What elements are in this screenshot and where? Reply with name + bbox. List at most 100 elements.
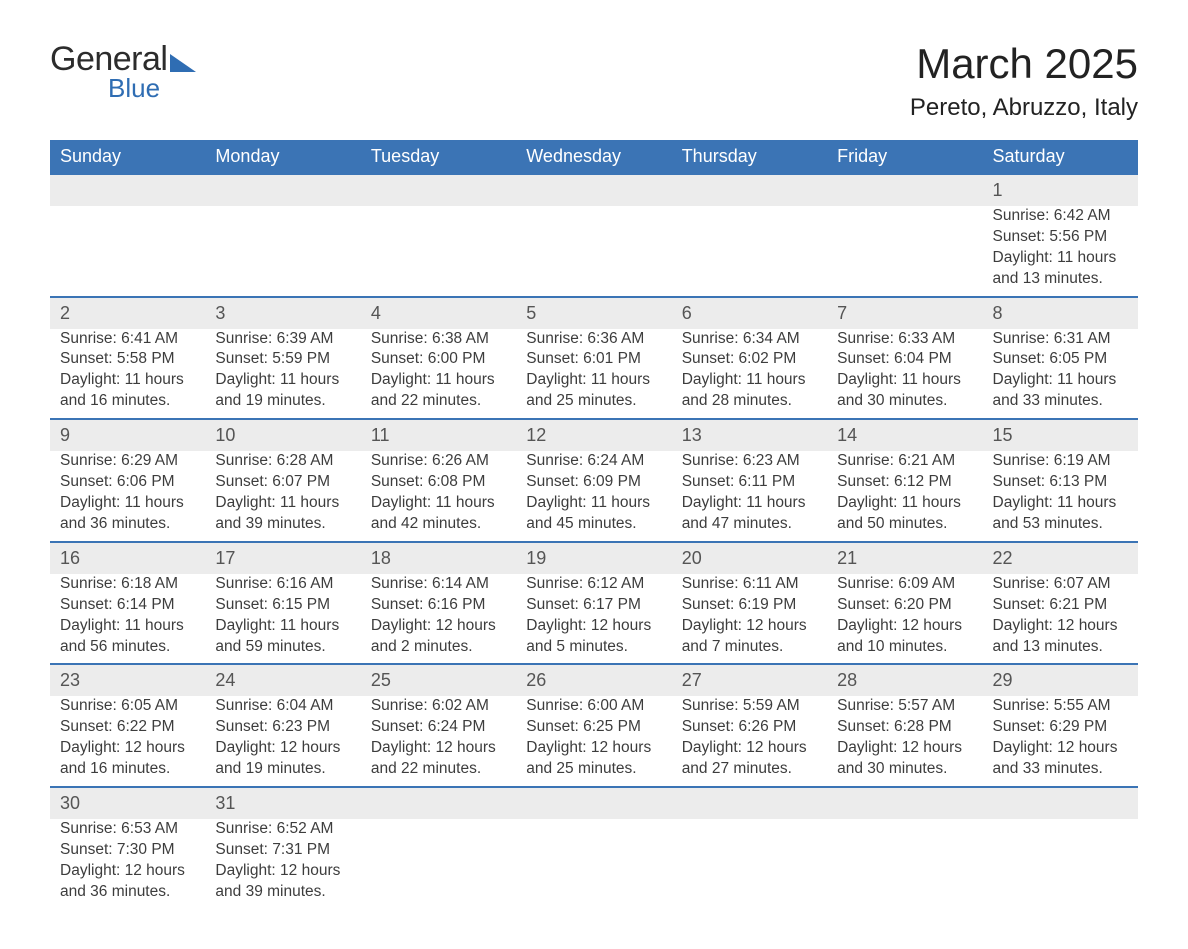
day-num-cell: 30 [50,787,205,819]
day-number: 8 [993,303,1003,323]
sunrise-line: Sunrise: 5:59 AM [682,696,817,717]
day-detail-cell: Sunrise: 6:11 AMSunset: 6:19 PMDaylight:… [672,574,827,665]
daylight-line: Daylight: 12 hours and 36 minutes. [60,861,195,903]
day-num-cell [827,787,982,819]
day-number: 29 [993,670,1013,690]
day-detail-cell [50,206,205,297]
sunrise-line: Sunrise: 6:36 AM [526,329,661,350]
daylight-line: Daylight: 12 hours and 16 minutes. [60,738,195,780]
day-detail-cell: Sunrise: 6:33 AMSunset: 6:04 PMDaylight:… [827,329,982,420]
week-3-detail-row: Sunrise: 6:18 AMSunset: 6:14 PMDaylight:… [50,574,1138,665]
day-num-cell: 3 [205,297,360,329]
day-detail-cell: Sunrise: 6:53 AMSunset: 7:30 PMDaylight:… [50,819,205,909]
week-1-detail-row: Sunrise: 6:41 AMSunset: 5:58 PMDaylight:… [50,329,1138,420]
day-num-cell: 27 [672,664,827,696]
day-num-cell: 28 [827,664,982,696]
daylight-line: Daylight: 12 hours and 10 minutes. [837,616,972,658]
day-number: 20 [682,548,702,568]
day-number: 13 [682,425,702,445]
day-detail-cell: Sunrise: 6:34 AMSunset: 6:02 PMDaylight:… [672,329,827,420]
sunrise-line: Sunrise: 6:11 AM [682,574,817,595]
day-detail-cell [361,819,516,909]
daylight-line: Daylight: 11 hours and 16 minutes. [60,370,195,412]
day-number: 26 [526,670,546,690]
day-number: 17 [215,548,235,568]
daylight-line: Daylight: 11 hours and 47 minutes. [682,493,817,535]
sunrise-line: Sunrise: 6:34 AM [682,329,817,350]
sunrise-line: Sunrise: 6:39 AM [215,329,350,350]
sunrise-line: Sunrise: 6:18 AM [60,574,195,595]
day-num-cell [672,174,827,206]
daylight-line: Daylight: 12 hours and 5 minutes. [526,616,661,658]
sunset-line: Sunset: 6:28 PM [837,717,972,738]
day-num-cell [361,787,516,819]
sunset-line: Sunset: 7:30 PM [60,840,195,861]
daylight-line: Daylight: 12 hours and 30 minutes. [837,738,972,780]
logo-triangle-icon [170,54,196,72]
day-number: 28 [837,670,857,690]
day-number: 19 [526,548,546,568]
sunset-line: Sunset: 6:20 PM [837,595,972,616]
sunset-line: Sunset: 6:16 PM [371,595,506,616]
day-number: 15 [993,425,1013,445]
sunset-line: Sunset: 6:13 PM [993,472,1128,493]
sunrise-line: Sunrise: 5:57 AM [837,696,972,717]
day-num-cell: 6 [672,297,827,329]
sunrise-line: Sunrise: 6:24 AM [526,451,661,472]
daylight-line: Daylight: 11 hours and 53 minutes. [993,493,1128,535]
day-detail-cell: Sunrise: 5:59 AMSunset: 6:26 PMDaylight:… [672,696,827,787]
day-detail-cell: Sunrise: 6:28 AMSunset: 6:07 PMDaylight:… [205,451,360,542]
day-detail-cell: Sunrise: 6:07 AMSunset: 6:21 PMDaylight:… [983,574,1138,665]
day-detail-cell [361,206,516,297]
sunset-line: Sunset: 6:23 PM [215,717,350,738]
day-detail-cell [516,206,671,297]
day-detail-cell: Sunrise: 6:38 AMSunset: 6:00 PMDaylight:… [361,329,516,420]
sunrise-line: Sunrise: 6:23 AM [682,451,817,472]
day-detail-cell: Sunrise: 6:24 AMSunset: 6:09 PMDaylight:… [516,451,671,542]
day-detail-cell [983,819,1138,909]
logo: General Blue [50,40,196,104]
daylight-line: Daylight: 11 hours and 25 minutes. [526,370,661,412]
sunset-line: Sunset: 6:01 PM [526,349,661,370]
day-num-cell: 12 [516,419,671,451]
day-number: 3 [215,303,225,323]
col-saturday: Saturday [983,140,1138,174]
day-detail-cell: Sunrise: 6:39 AMSunset: 5:59 PMDaylight:… [205,329,360,420]
day-num-cell [672,787,827,819]
daylight-line: Daylight: 12 hours and 7 minutes. [682,616,817,658]
sunset-line: Sunset: 6:06 PM [60,472,195,493]
daylight-line: Daylight: 11 hours and 56 minutes. [60,616,195,658]
day-number: 25 [371,670,391,690]
sunrise-line: Sunrise: 6:53 AM [60,819,195,840]
sunset-line: Sunset: 6:09 PM [526,472,661,493]
day-detail-cell [672,206,827,297]
daylight-line: Daylight: 11 hours and 30 minutes. [837,370,972,412]
day-num-cell: 7 [827,297,982,329]
day-number: 4 [371,303,381,323]
sunrise-line: Sunrise: 6:05 AM [60,696,195,717]
day-number: 23 [60,670,80,690]
sunset-line: Sunset: 6:22 PM [60,717,195,738]
header: General Blue March 2025 Pereto, Abruzzo,… [50,40,1138,122]
page-title: March 2025 [910,40,1138,88]
day-detail-cell: Sunrise: 6:02 AMSunset: 6:24 PMDaylight:… [361,696,516,787]
sunset-line: Sunset: 6:19 PM [682,595,817,616]
day-detail-cell: Sunrise: 6:19 AMSunset: 6:13 PMDaylight:… [983,451,1138,542]
daylight-line: Daylight: 11 hours and 45 minutes. [526,493,661,535]
day-num-cell: 15 [983,419,1138,451]
sunrise-line: Sunrise: 6:38 AM [371,329,506,350]
daylight-line: Daylight: 12 hours and 39 minutes. [215,861,350,903]
day-number: 2 [60,303,70,323]
day-number: 21 [837,548,857,568]
sunset-line: Sunset: 6:05 PM [993,349,1128,370]
day-detail-cell: Sunrise: 6:09 AMSunset: 6:20 PMDaylight:… [827,574,982,665]
sunset-line: Sunset: 5:59 PM [215,349,350,370]
sunset-line: Sunset: 5:58 PM [60,349,195,370]
day-num-cell: 5 [516,297,671,329]
daylight-line: Daylight: 12 hours and 33 minutes. [993,738,1128,780]
week-5-detail-row: Sunrise: 6:53 AMSunset: 7:30 PMDaylight:… [50,819,1138,909]
day-number: 22 [993,548,1013,568]
sunrise-line: Sunrise: 6:26 AM [371,451,506,472]
day-num-cell [983,787,1138,819]
daylight-line: Daylight: 11 hours and 59 minutes. [215,616,350,658]
